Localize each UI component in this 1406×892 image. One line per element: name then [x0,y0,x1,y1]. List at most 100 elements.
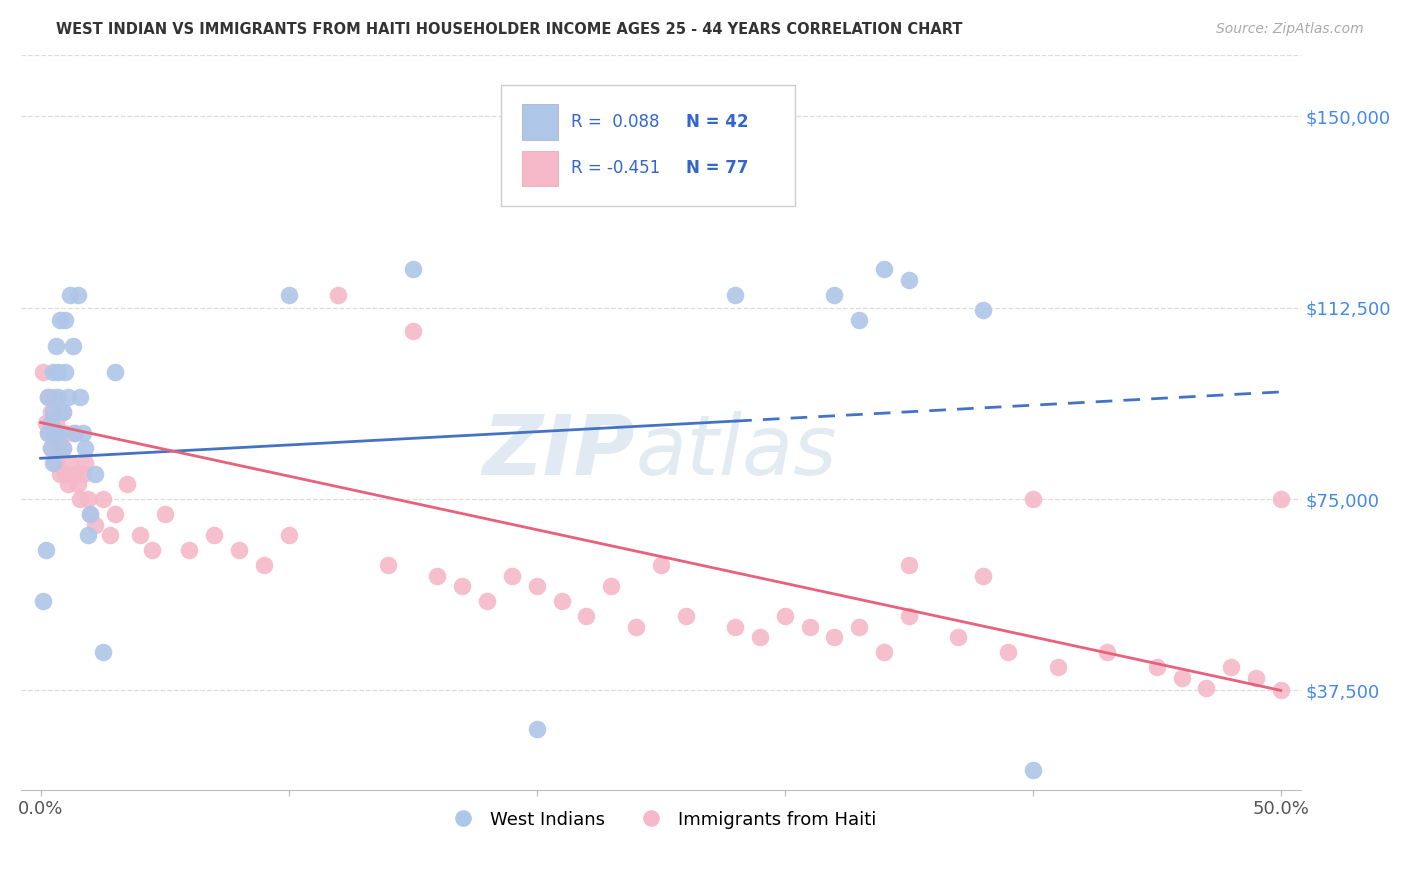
Point [897,558,920,573]
Point [66,288,89,302]
Point [91,645,114,659]
Point [1270,491,1292,506]
Point [39,441,62,455]
Point [228,543,250,558]
Text: atlas: atlas [636,411,837,492]
Point [650,558,672,573]
Point [65,467,87,481]
Point [897,609,920,624]
Point [1220,660,1243,674]
FancyBboxPatch shape [501,85,796,206]
Point [42,456,65,470]
Point [42,390,65,404]
Point [1195,681,1218,695]
Point [748,630,770,644]
Point [897,273,920,287]
Point [55,425,77,440]
Point [873,262,896,277]
Point [402,262,425,277]
Point [997,645,1019,659]
Point [62,339,84,353]
Point [848,620,870,634]
Point [52,441,75,455]
Point [42,364,65,378]
Point [402,324,425,338]
Point [600,579,623,593]
Point [42,405,65,419]
Point [277,288,299,302]
Point [34,416,56,430]
Point [76,491,98,506]
Text: R =  0.088: R = 0.088 [571,113,659,131]
Point [675,609,697,624]
Point [948,630,970,644]
Point [55,313,77,327]
Text: N = 77: N = 77 [686,160,749,178]
Point [79,508,101,522]
Point [972,303,994,318]
Point [72,425,94,440]
Point [873,645,896,659]
Point [66,476,89,491]
Point [44,416,66,430]
Point [799,620,821,634]
Point [55,467,77,481]
Point [1170,671,1192,685]
Point [624,620,647,634]
Text: N = 42: N = 42 [686,113,749,131]
Point [52,405,75,419]
Point [56,476,79,491]
Point [253,558,276,573]
Point [76,528,98,542]
Point [37,425,59,440]
Point [117,476,139,491]
Point [49,313,72,327]
Point [84,517,107,532]
Point [773,609,796,624]
Legend: West Indians, Immigrants from Haiti: West Indians, Immigrants from Haiti [439,804,883,836]
Point [44,339,66,353]
Point [202,528,225,542]
Point [848,313,870,327]
Text: Source: ZipAtlas.com: Source: ZipAtlas.com [1216,22,1364,37]
Point [32,594,55,608]
Point [179,543,201,558]
FancyBboxPatch shape [523,151,558,186]
Point [328,288,350,302]
Point [46,364,69,378]
Point [128,528,150,542]
Point [32,364,55,378]
Point [39,405,62,419]
Text: R = -0.451: R = -0.451 [571,160,661,178]
Point [475,594,498,608]
Point [526,722,548,736]
Point [49,467,72,481]
Point [141,543,163,558]
Point [1095,645,1118,659]
Point [46,425,69,440]
Point [55,364,77,378]
Point [46,390,69,404]
Point [1046,660,1069,674]
Point [277,528,299,542]
Point [39,441,62,455]
Point [104,508,127,522]
Point [49,425,72,440]
Point [98,528,121,542]
Point [52,405,75,419]
Point [972,568,994,582]
Point [823,630,845,644]
Point [46,441,69,455]
Point [1244,671,1267,685]
Point [69,491,91,506]
Point [79,508,101,522]
FancyBboxPatch shape [523,104,558,140]
Point [37,390,59,404]
Point [44,456,66,470]
Point [501,568,523,582]
Point [42,425,65,440]
Point [37,425,59,440]
Point [1270,683,1292,698]
Point [44,425,66,440]
Point [84,467,107,481]
